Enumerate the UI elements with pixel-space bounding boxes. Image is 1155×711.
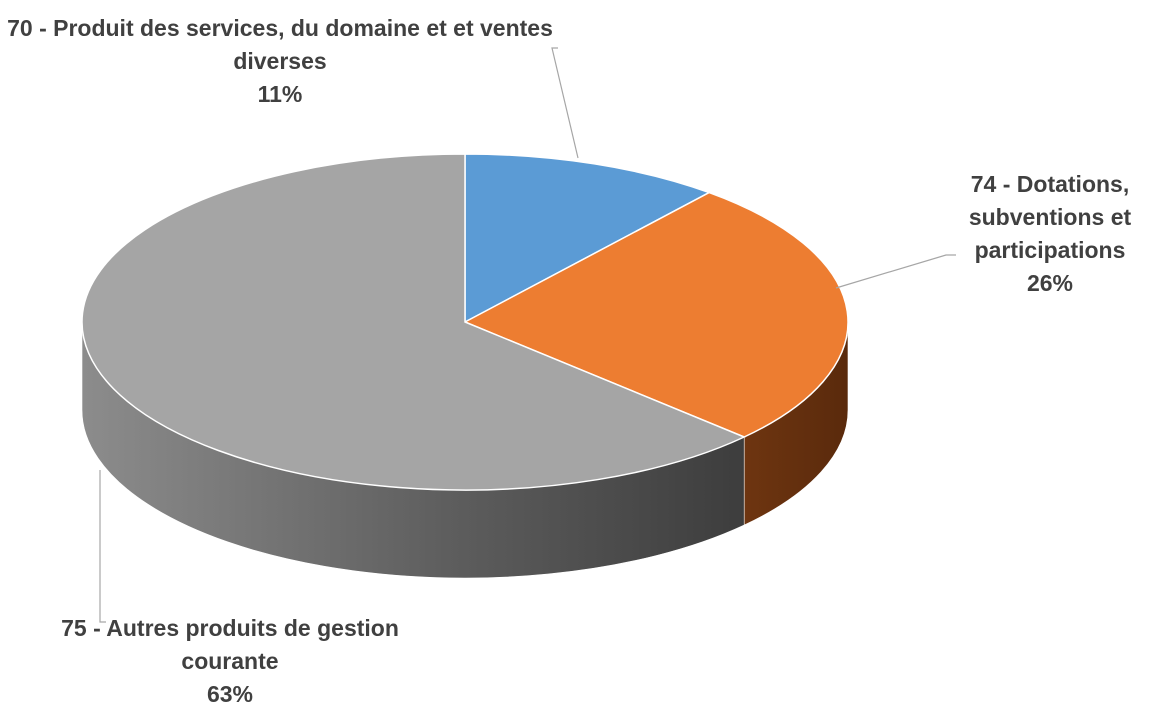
slice <box>464 153 711 324</box>
value-label: 26% <box>1026 270 1074 296</box>
category-label: 70 - Produit des services, du domaine et… <box>7 15 553 74</box>
slice-label: 70 - Produit des services, du domaine et… <box>0 12 560 111</box>
slice-label: 75 - Autres produits de gestion courante… <box>10 612 450 711</box>
leader-line <box>835 254 956 289</box>
slice <box>81 153 747 491</box>
value-label: 11% <box>257 81 303 107</box>
leader-line <box>551 47 579 159</box>
category-label: 74 - Dotations, subventions et participa… <box>968 171 1132 263</box>
slice-label: 74 - Dotations, subventions et participa… <box>935 168 1155 300</box>
pie <box>81 153 849 579</box>
leader-line <box>99 470 106 623</box>
slice <box>463 191 849 438</box>
category-label: 75 - Autres produits de gestion courante <box>61 615 399 674</box>
value-label: 63% <box>206 681 254 707</box>
